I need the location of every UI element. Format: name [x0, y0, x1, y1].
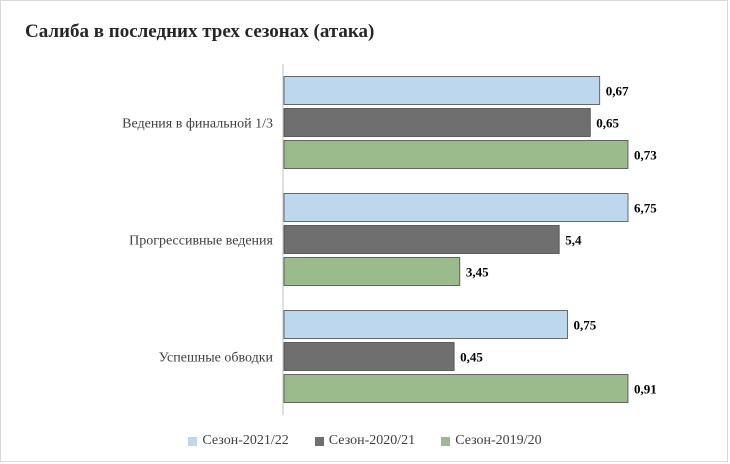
category-label-progressive-carries: Прогрессивные ведения: [129, 234, 273, 249]
category-label-successful-dribbles: Успешные обводки: [159, 351, 274, 366]
value-label-successful-dribbles-2019-20: 0,91: [634, 382, 657, 397]
legend-label-2021-22: Сезон-2021/22: [202, 433, 289, 448]
value-label-final-third-carries-2021-22: 0,67: [606, 84, 629, 99]
value-label-progressive-carries-2019-20: 3,45: [466, 265, 489, 280]
value-label-final-third-carries-2019-20: 0,73: [634, 148, 657, 163]
bar-progressive-carries-2021-22: [283, 193, 629, 222]
value-label-progressive-carries-2021-22: 6,75: [634, 201, 657, 216]
legend-label-2019-20: Сезон-2019/20: [455, 433, 542, 448]
legend-swatch-2020-21: [314, 436, 324, 446]
value-label-successful-dribbles-2021-22: 0,75: [574, 318, 597, 333]
bar-successful-dribbles-2021-22: [283, 310, 568, 339]
legend-item-2021-22: Сезон-2021/22: [188, 433, 289, 449]
bar-final-third-carries-2019-20: [283, 140, 629, 169]
category-label-final-third-carries: Ведения в финальной 1/3: [122, 117, 273, 132]
bar-successful-dribbles-2019-20: [283, 374, 629, 403]
legend-swatch-2021-22: [188, 436, 198, 446]
value-label-progressive-carries-2020-21: 5,4: [565, 233, 582, 248]
legend-label-2020-21: Сезон-2020/21: [328, 433, 416, 448]
legend: Сезон-2021/22 Сезон-2020/21 Сезон-2019/2…: [1, 433, 729, 449]
legend-item-2019-20: Сезон-2019/20: [441, 433, 542, 449]
legend-item-2020-21: Сезон-2020/21: [314, 433, 416, 449]
value-label-successful-dribbles-2020-21: 0,45: [460, 350, 483, 365]
value-label-final-third-carries-2020-21: 0,65: [596, 116, 619, 131]
bar-progressive-carries-2020-21: [283, 225, 560, 254]
bar-final-third-carries-2021-22: [283, 76, 601, 105]
bar-progressive-carries-2019-20: [283, 257, 461, 286]
bar-successful-dribbles-2020-21: [283, 342, 455, 371]
legend-swatch-2019-20: [441, 436, 451, 446]
chart-title: Салиба в последних трех сезонах (атака): [25, 21, 375, 42]
bar-final-third-carries-2020-21: [283, 108, 591, 137]
